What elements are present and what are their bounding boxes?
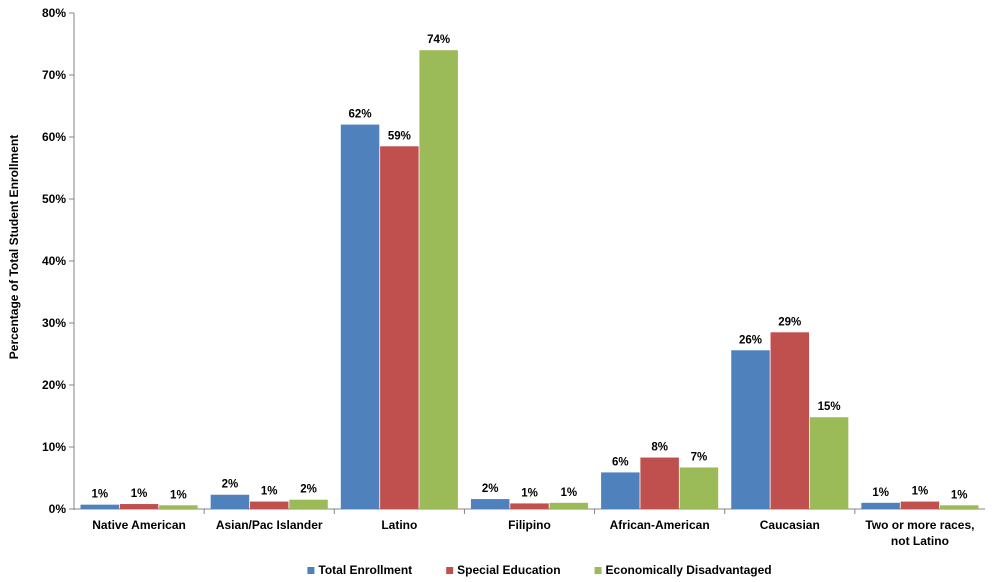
- data-label: 2%: [222, 479, 239, 491]
- data-labels: 1% 2% 62% 2% 6% 26% 1% 1% 1% 59% 1% 8% 29% 1% 1% 2% 74% 1…: [91, 34, 967, 501]
- legend-item: Special Education: [446, 563, 561, 577]
- x-tick-label: Asian/Pac Islander: [216, 518, 323, 532]
- data-label: 1%: [872, 487, 889, 499]
- bar: [731, 350, 770, 509]
- data-label: 1%: [951, 489, 968, 501]
- legend: Total Enrollment Special Education Economi…: [307, 563, 772, 577]
- legend-swatch: [594, 567, 602, 574]
- legend-label: Economically Disadvantaged: [606, 563, 772, 577]
- y-tick-label: 70%: [42, 68, 66, 82]
- bar: [939, 505, 979, 509]
- bar: [900, 501, 940, 509]
- y-tick-label: 30%: [42, 316, 66, 330]
- y-tick-label: 80%: [42, 6, 66, 20]
- bar: [640, 457, 679, 509]
- y-axis-label: Percentage of Total Student Enrollment: [7, 135, 21, 359]
- bar: [380, 146, 419, 510]
- y-tick-label: 10%: [42, 440, 66, 454]
- y-tick-label: 50%: [42, 192, 66, 206]
- data-label: 8%: [651, 442, 668, 454]
- x-tick-label: Caucasian: [760, 518, 820, 532]
- bar: [809, 417, 849, 509]
- legend-swatch: [307, 567, 315, 574]
- bar: [289, 499, 328, 509]
- data-label: 1%: [170, 489, 187, 501]
- bar: [510, 503, 549, 509]
- data-label: 1%: [521, 487, 538, 499]
- x-tick-label: Two or more races, not Latino: [865, 518, 974, 548]
- y-tick-label: 20%: [42, 378, 66, 392]
- bar: [861, 502, 900, 509]
- bar: [249, 501, 289, 509]
- legend-label: Special Education: [457, 563, 560, 577]
- data-label: 74%: [427, 34, 450, 46]
- axes: 0% 10% 20% 30% 40% 50% 60% 70% 80% Native America…: [42, 6, 985, 548]
- data-label: 6%: [612, 456, 629, 468]
- x-tick-label: Native American: [92, 518, 186, 532]
- bar: [601, 472, 640, 509]
- data-label: 2%: [482, 483, 499, 495]
- bar: [419, 50, 458, 509]
- legend-item: Total Enrollment: [307, 563, 412, 577]
- data-label: 1%: [912, 486, 929, 498]
- legend-label: Total Enrollment: [318, 563, 412, 577]
- data-label: 1%: [560, 487, 577, 499]
- bar: [340, 124, 380, 509]
- y-tick-label: 60%: [42, 130, 66, 144]
- data-label: 2%: [300, 484, 317, 496]
- bar: [549, 502, 589, 509]
- y-tick-label: 40%: [42, 254, 66, 268]
- bar: [210, 494, 250, 509]
- bar: [470, 499, 510, 509]
- bar: [159, 505, 198, 509]
- data-label: 62%: [349, 109, 372, 121]
- y-tick-label: 0%: [49, 502, 67, 516]
- data-label: 7%: [691, 451, 708, 463]
- x-tick-label: Filipino: [508, 518, 551, 532]
- legend-item: Economically Disadvantaged: [594, 563, 772, 577]
- data-label: 59%: [388, 130, 411, 142]
- x-tick-label: African-American: [610, 518, 710, 532]
- bar: [80, 504, 120, 509]
- data-label: 1%: [91, 489, 108, 501]
- data-label: 1%: [261, 486, 278, 498]
- data-label: 26%: [739, 334, 762, 346]
- data-label: 1%: [131, 488, 148, 500]
- data-label: 29%: [778, 316, 801, 328]
- legend-swatch: [446, 567, 454, 574]
- bar: [119, 504, 159, 509]
- data-label: 15%: [818, 401, 841, 413]
- bar: [770, 332, 810, 509]
- bar: [679, 467, 719, 509]
- bars: [80, 50, 979, 510]
- x-tick-label: Latino: [381, 518, 417, 532]
